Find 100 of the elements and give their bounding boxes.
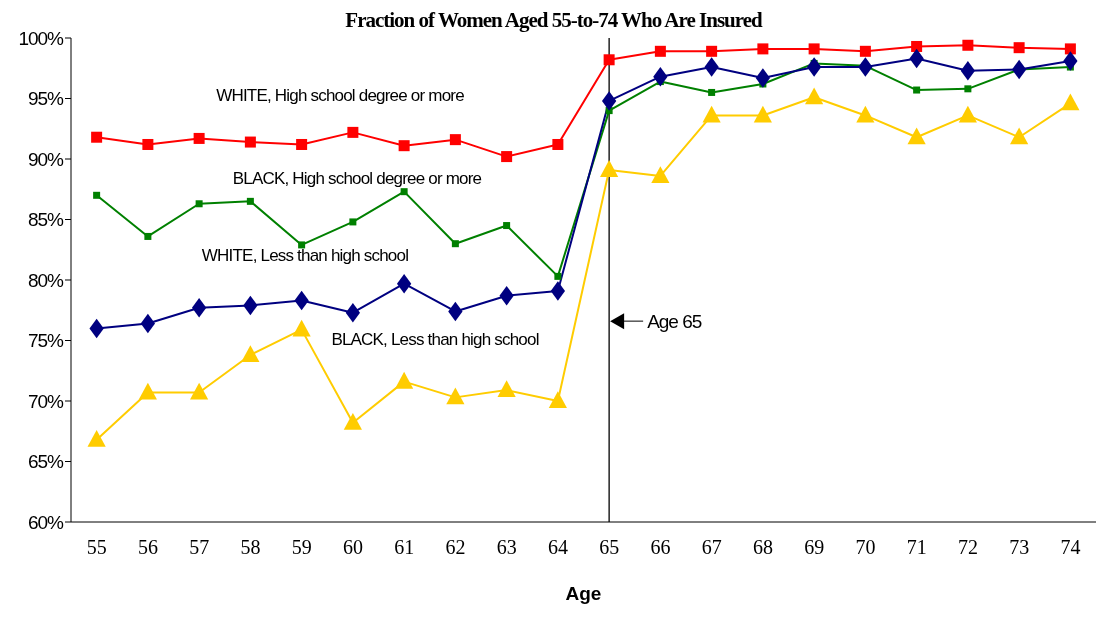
point — [241, 345, 260, 363]
point — [909, 48, 924, 69]
point — [958, 105, 977, 123]
point — [600, 160, 619, 177]
x-tick-label: 65 — [599, 536, 620, 559]
x-tick-label: 60 — [342, 536, 363, 559]
y-tick-label: 75% — [27, 330, 65, 352]
series-label: WHITE, Less than high school — [200, 245, 410, 266]
series-label: BLACK, Less than high school — [330, 329, 540, 350]
x-tick-label: 66 — [650, 536, 671, 559]
point — [292, 319, 311, 337]
point — [91, 131, 103, 143]
point — [653, 66, 668, 87]
point — [451, 240, 459, 248]
x-tick-label: 72 — [957, 536, 978, 559]
x-tick-label: 64 — [547, 536, 568, 559]
point — [497, 380, 516, 398]
chart-title: Fraction of Women Aged 55-to-74 Who Are Insured — [345, 8, 762, 32]
x-tick-label: 55 — [86, 536, 107, 559]
point — [503, 222, 511, 230]
x-tick-label: 68 — [752, 536, 773, 559]
point — [398, 140, 410, 152]
point — [294, 290, 309, 311]
x-tick-label: 62 — [445, 536, 466, 559]
y-tick-label: 80% — [27, 269, 65, 291]
point — [907, 127, 926, 145]
point — [345, 302, 361, 323]
point — [190, 382, 209, 400]
y-tick-label: 100% — [18, 27, 65, 49]
point — [702, 105, 721, 123]
x-tick-label: 71 — [906, 536, 927, 559]
point — [193, 132, 205, 144]
point — [960, 60, 976, 81]
point — [446, 387, 465, 405]
point — [856, 105, 875, 123]
y-tick-label: 95% — [27, 88, 65, 110]
point — [395, 371, 414, 389]
point — [651, 166, 670, 183]
point — [347, 126, 359, 138]
point — [913, 86, 921, 94]
point — [244, 136, 256, 148]
ref-line-label: Age 65 — [647, 311, 702, 333]
point — [343, 412, 362, 430]
point — [552, 138, 564, 150]
x-tick-label: 70 — [855, 536, 876, 559]
point — [191, 298, 207, 318]
point — [1061, 93, 1080, 111]
point — [554, 272, 562, 280]
point — [449, 134, 461, 146]
point — [296, 138, 308, 150]
point — [911, 40, 923, 52]
point — [87, 429, 106, 447]
point — [1063, 51, 1078, 71]
point — [806, 57, 822, 77]
point — [601, 91, 617, 111]
y-tick-label: 70% — [27, 390, 65, 412]
x-tick-label: 56 — [137, 536, 158, 559]
point — [195, 200, 203, 208]
point — [138, 382, 157, 400]
point — [858, 57, 873, 77]
y-tick-label: 90% — [27, 148, 65, 170]
point — [1064, 43, 1076, 55]
point — [1013, 42, 1025, 54]
point — [859, 45, 871, 57]
point — [298, 241, 306, 249]
point — [140, 313, 156, 334]
point — [501, 151, 513, 163]
x-tick-label: 57 — [189, 536, 210, 559]
x-tick-label: 74 — [1060, 536, 1081, 559]
point — [349, 218, 357, 226]
point — [448, 301, 463, 322]
point — [706, 45, 718, 57]
x-tick-label: 73 — [1009, 536, 1030, 559]
x-axis-title: Age — [565, 583, 602, 604]
y-tick-label: 85% — [27, 209, 65, 231]
point — [964, 85, 972, 93]
point — [396, 273, 412, 294]
point — [757, 43, 769, 55]
point — [144, 232, 152, 240]
point — [246, 197, 254, 205]
point — [603, 54, 615, 66]
point — [805, 87, 824, 105]
point — [400, 188, 408, 196]
y-tick-label: 60% — [27, 511, 65, 533]
point — [654, 45, 666, 57]
point — [93, 191, 101, 199]
x-tick-label: 69 — [804, 536, 825, 559]
point — [1011, 59, 1027, 80]
x-tick-label: 67 — [701, 536, 722, 559]
point — [89, 318, 104, 339]
point — [704, 57, 719, 77]
point — [142, 138, 154, 150]
point — [499, 285, 514, 306]
series-label: WHITE, High school degree or more — [215, 86, 465, 107]
point — [550, 281, 566, 301]
y-tick-label: 65% — [27, 451, 65, 473]
x-tick-label: 61 — [394, 536, 415, 559]
point — [755, 68, 771, 88]
point — [1010, 127, 1029, 145]
point — [243, 295, 258, 316]
